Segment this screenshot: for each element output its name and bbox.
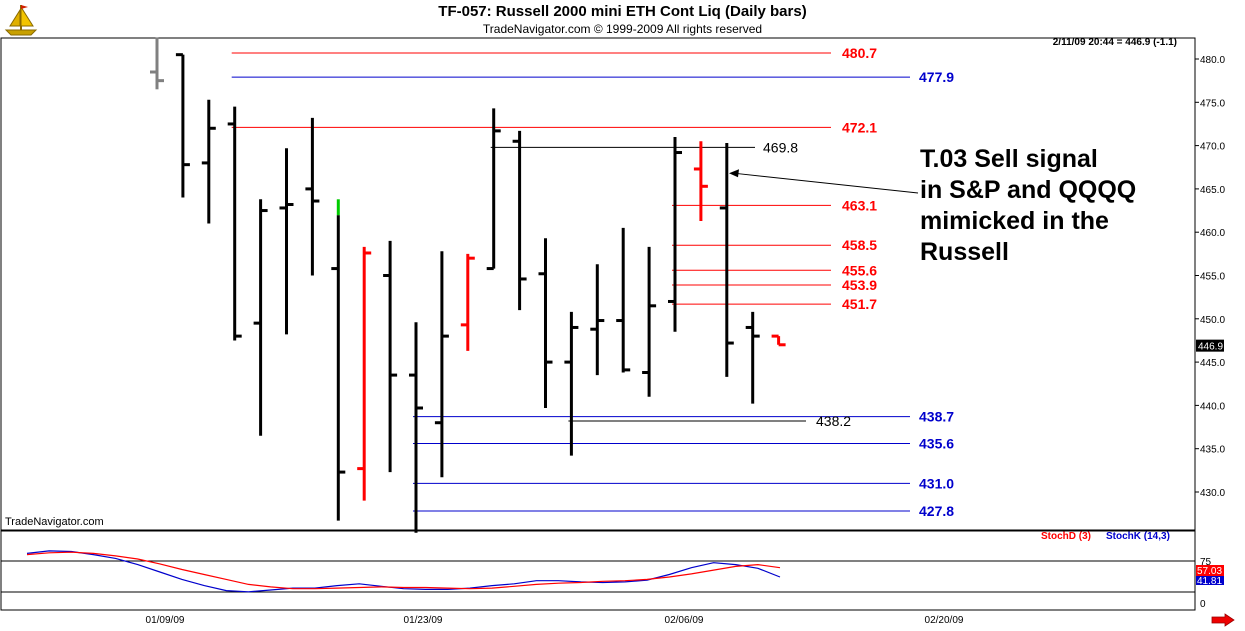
last-price-marker (1196, 339, 1224, 352)
last-price-label: 446.9 (1198, 342, 1223, 353)
trade-navigator-ship-icon (4, 5, 38, 36)
signal-arrow-line (734, 172, 919, 194)
ohlc-bar (279, 148, 294, 335)
price-axis: 430.0 435.0 440.0 445.0 450.0 455.0 460.0 465.0… (1195, 55, 1225, 610)
timestamp-readout: 2/11/09 20:44 = 446.9 (-1.1) (1052, 37, 1177, 48)
ohlc-bar (331, 199, 346, 521)
ohlc-bar (693, 141, 708, 221)
ohlc-bar (460, 253, 475, 351)
price-tick-label: 460.0 (1200, 228, 1225, 239)
chart-subtitle: TradeNavigator.com © 1999-2009 All right… (482, 22, 763, 36)
ohlc-bar (175, 53, 190, 198)
price-tick-label: 455.0 (1200, 272, 1225, 283)
ohlc-bar (771, 334, 786, 347)
level-label: 455.6 (842, 262, 877, 278)
level-label: 431.0 (919, 475, 954, 491)
level-label: 451.7 (842, 296, 877, 312)
ohlc-bar (357, 246, 372, 501)
date-tick-label: 02/20/09 (925, 615, 964, 626)
stochk-value-label: 41.81 (1197, 576, 1222, 587)
date-tick-label: 01/23/09 (404, 615, 443, 626)
ohlc-bar (668, 136, 682, 332)
ohlc-bar (305, 117, 320, 276)
stochd-value-label: 57.03 (1197, 566, 1222, 577)
signal-annotation-line: mimicked in the (920, 207, 1109, 235)
stochk-value-marker (1196, 576, 1224, 585)
ohlc-bar (590, 264, 605, 376)
chart-title: TF-057: Russell 2000 mini ETH Cont Liq (… (438, 3, 807, 20)
ohlc-bar (253, 199, 268, 436)
price-tick-label: 430.0 (1200, 488, 1225, 499)
ohlc-bar (719, 143, 734, 377)
ohlc-bar (227, 106, 242, 341)
price-tick-label: 435.0 (1200, 445, 1225, 456)
ohlc-bar (486, 108, 501, 271)
price-tick-label: 480.0 (1200, 55, 1225, 66)
stochd-legend: StochD (3) (1041, 531, 1091, 542)
ohlc-bar (538, 238, 553, 408)
date-axis: 01/09/09 01/23/09 02/06/09 02/20/09 (146, 615, 964, 626)
stochk-legend: StochK (14,3) (1106, 531, 1170, 542)
ohlc-bar (745, 311, 760, 404)
level-label: 435.6 (919, 436, 954, 452)
ohlc-bar (512, 130, 527, 311)
signal-annotation-line: Russell (920, 238, 1009, 266)
price-tick-label: 445.0 (1200, 358, 1225, 369)
ohlc-bar (564, 311, 579, 456)
scroll-right-button[interactable] (1210, 613, 1236, 627)
level-label: 472.1 (842, 119, 877, 135)
ohlc-bar (383, 240, 398, 473)
price-tick-label: 440.0 (1200, 401, 1225, 412)
stochd-line (26, 551, 781, 590)
level-label: 438.7 (919, 409, 954, 425)
signal-arrow-head (729, 169, 739, 178)
signal-arrow (729, 169, 919, 194)
date-tick-label: 01/09/09 (146, 615, 185, 626)
osc-tick-label: 75 (1200, 557, 1212, 568)
signal-annotation-line: in S&P and QQQQ (920, 176, 1137, 204)
level-label: 469.8 (763, 139, 798, 155)
ohlc-bar (434, 251, 449, 478)
price-tick-label: 470.0 (1200, 142, 1225, 153)
signal-annotation: T.03 Sell signal in S&P and QQQQ mimicke… (920, 144, 1180, 268)
date-tick-label: 02/06/09 (665, 615, 704, 626)
watermark: TradeNavigator.com (5, 516, 104, 528)
price-tick-label: 475.0 (1200, 98, 1225, 109)
ohlc-bar (409, 322, 423, 533)
chart-frames (0, 37, 1196, 611)
ohlc-bar (616, 227, 631, 373)
price-tick-label: 450.0 (1200, 315, 1225, 326)
level-label: 463.1 (842, 197, 877, 213)
ohlc-bar (150, 37, 164, 90)
support-resistance-levels: 480.7 477.9 472.1 469.8 463.1 458.5 455.6453.9… (231, 45, 954, 519)
level-label: 480.7 (842, 45, 877, 61)
ohlc-bars (150, 37, 786, 533)
level-label: 453.9 (842, 277, 877, 293)
ohlc-bar (201, 99, 216, 224)
level-label: 427.8 (919, 503, 954, 519)
price-tick-label: 465.0 (1200, 185, 1225, 196)
level-label: 477.9 (919, 69, 954, 85)
ohlc-bar (642, 246, 657, 397)
level-label: 438.2 (816, 413, 851, 429)
signal-annotation-line: T.03 Sell signal (920, 145, 1098, 173)
osc-tick-label: 0 (1200, 599, 1206, 610)
stochastic-oscillator (26, 550, 781, 593)
level-label: 458.5 (842, 237, 877, 253)
oscillator-panel (0, 530, 1196, 611)
stochd-value-marker (1196, 565, 1224, 576)
